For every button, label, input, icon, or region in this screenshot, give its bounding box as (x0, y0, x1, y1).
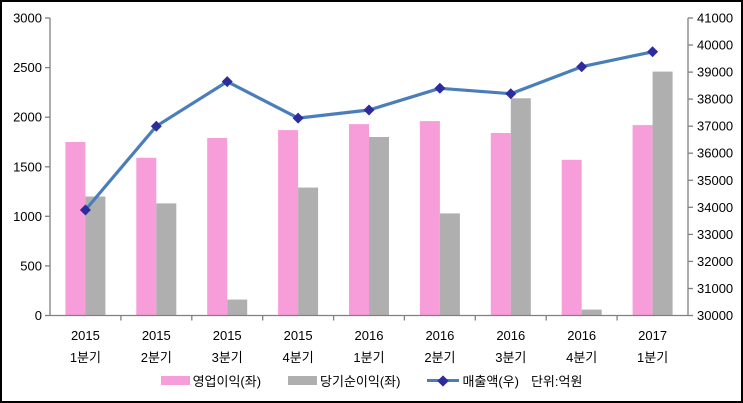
bar-operating-profit (349, 124, 369, 316)
diamond-marker-icon (79, 204, 91, 216)
diamond-marker-icon (647, 46, 659, 58)
svg-text:2015: 2015 (71, 328, 100, 343)
svg-text:2000: 2000 (13, 110, 42, 125)
svg-text:1분기: 1분기 (353, 350, 384, 365)
legend-swatch-operating-profit (160, 376, 190, 385)
svg-text:2015: 2015 (213, 328, 242, 343)
svg-text:33000: 33000 (697, 227, 733, 242)
bar-operating-profit (136, 157, 157, 316)
bar-operating-profit (419, 121, 440, 316)
bar-net-income (581, 309, 602, 316)
bar-operating-profit (207, 138, 228, 316)
bar-net-income (85, 196, 106, 316)
svg-text:1분기: 1분기 (70, 350, 101, 365)
svg-text:2015: 2015 (142, 328, 171, 343)
svg-text:2분기: 2분기 (141, 350, 172, 365)
diamond-marker-icon (437, 374, 450, 387)
bar-net-income (227, 299, 248, 316)
svg-text:2016: 2016 (425, 328, 454, 343)
x-axis-labels: 2015 1분기 2015 2분기 2015 3분기 2015 4분기 2016 1분기 2016 2… (70, 328, 668, 365)
svg-text:32000: 32000 (697, 254, 733, 269)
svg-text:2500: 2500 (13, 60, 42, 75)
svg-text:1분기: 1분기 (637, 350, 668, 365)
legend-swatch-net-income (288, 376, 318, 385)
legend-item-revenue: 매출액(우) 단위:억원 (427, 371, 582, 390)
bar-net-income (510, 98, 531, 316)
bar-net-income (439, 213, 460, 316)
bar-net-income (652, 71, 673, 316)
bar-net-income (156, 203, 177, 316)
axes-group (45, 17, 693, 321)
diamond-marker-icon (505, 88, 517, 100)
diamond-marker-icon (363, 104, 375, 116)
bar-series-group (65, 71, 673, 316)
bar-net-income (298, 187, 319, 316)
legend-item-operating-profit: 영업이익(좌) (160, 371, 262, 390)
bar-operating-profit (65, 142, 86, 316)
legend-label-revenue: 매출액(우) (462, 374, 519, 389)
svg-text:3000: 3000 (13, 11, 42, 26)
diamond-marker-icon (150, 120, 162, 132)
svg-text:35000: 35000 (697, 173, 733, 188)
svg-text:31000: 31000 (697, 281, 733, 296)
legend-label-operating-profit: 영업이익(좌) (192, 374, 262, 389)
svg-text:2017: 2017 (638, 328, 667, 343)
svg-text:30000: 30000 (697, 308, 733, 323)
bar-operating-profit (490, 133, 511, 316)
svg-text:2016: 2016 (567, 328, 596, 343)
svg-text:2분기: 2분기 (424, 350, 455, 365)
unit-note: 단위:억원 (530, 374, 583, 389)
legend-label-net-income: 당기순이익(좌) (320, 374, 401, 389)
svg-text:0: 0 (35, 308, 42, 323)
right-axis-labels: 30000 31000 32000 33000 34000 35000 36000 37000… (697, 11, 733, 324)
svg-text:2016: 2016 (355, 328, 384, 343)
svg-text:4분기: 4분기 (566, 350, 597, 365)
svg-text:500: 500 (20, 258, 42, 273)
bar-operating-profit (278, 130, 299, 316)
svg-text:39000: 39000 (697, 65, 733, 80)
svg-text:40000: 40000 (697, 38, 733, 53)
diamond-marker-icon (576, 61, 588, 73)
svg-text:41000: 41000 (697, 11, 733, 26)
svg-text:4분기: 4분기 (283, 350, 314, 365)
diamond-marker-icon (434, 82, 446, 94)
diamond-marker-icon (221, 76, 233, 88)
bar-operating-profit (632, 125, 653, 316)
revenue-line-markers (79, 46, 659, 216)
svg-text:2015: 2015 (284, 328, 313, 343)
svg-text:2016: 2016 (496, 328, 525, 343)
svg-text:3분기: 3분기 (212, 350, 243, 365)
svg-text:3분기: 3분기 (495, 350, 526, 365)
legend-swatch-revenue-line (427, 374, 460, 387)
svg-text:38000: 38000 (697, 92, 733, 107)
legend-item-net-income: 당기순이익(좌) (288, 371, 400, 390)
svg-text:34000: 34000 (697, 200, 733, 215)
diamond-marker-icon (292, 112, 304, 124)
left-axis-labels: 0 500 1000 1500 2000 2500 3000 (13, 11, 42, 324)
bar-net-income (369, 137, 389, 316)
svg-text:36000: 36000 (697, 146, 733, 161)
svg-text:1000: 1000 (13, 209, 42, 224)
bar-operating-profit (561, 159, 582, 316)
chart-legend: 영업이익(좌) 당기순이익(좌) 매출액(우) 단위:억원 (2, 371, 741, 390)
svg-text:1500: 1500 (13, 159, 42, 174)
svg-text:37000: 37000 (697, 119, 733, 134)
